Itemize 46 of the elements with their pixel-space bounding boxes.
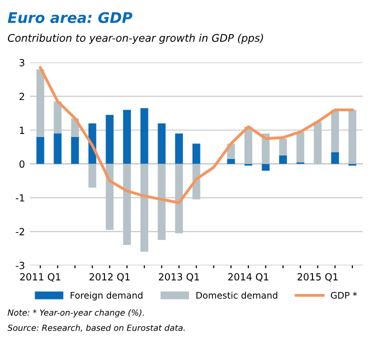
source-note: Source: Research, based on Eurostat data.: [8, 324, 185, 332]
bar: [331, 110, 339, 152]
bar: [158, 164, 166, 240]
x-tick-label: 2013 Q1: [158, 273, 199, 282]
bar: [262, 164, 270, 171]
legend-label: Foreign demand: [70, 292, 142, 300]
bar: [158, 123, 166, 164]
bar: [279, 138, 287, 156]
bar: [314, 122, 322, 164]
y-tick-label: -3: [16, 262, 24, 270]
bar: [36, 136, 44, 164]
text: Note: * Year-on-year change (%).: [8, 309, 144, 318]
bar: [88, 164, 96, 188]
bar: [140, 164, 148, 252]
bar: [227, 158, 235, 164]
x-tick-label: 2012 Q1: [90, 273, 130, 282]
bar: [348, 110, 356, 164]
chart-title: Euro area: GDP: [8, 12, 132, 24]
bar: [140, 108, 148, 164]
bar: [279, 155, 287, 164]
bar: [71, 136, 79, 164]
bar: [296, 132, 304, 162]
legend-label: Domestic demand: [196, 292, 278, 299]
y-tick-label: -2: [16, 228, 24, 236]
x-tick-label: 2014 Q1: [228, 273, 268, 282]
chart-subtitle: Contribution to year-on-year growth in GDP (pps): [8, 34, 263, 44]
y-tick-label: 3: [20, 59, 24, 66]
line-series: [38, 66, 354, 204]
x-tick-label: 2011 Q1: [20, 273, 60, 282]
bar: [54, 134, 62, 164]
bar: [54, 101, 62, 134]
bar: [175, 134, 183, 164]
y-tick-label: -1: [16, 194, 24, 202]
y-tick-label: 1: [20, 126, 24, 134]
bar: [331, 152, 339, 164]
bar: [36, 69, 44, 137]
bar: [244, 126, 252, 164]
bar: [106, 114, 114, 164]
y-tick-label: 2: [20, 92, 24, 100]
bar: [123, 164, 131, 246]
x-tick-label: 2015 Q1: [298, 273, 338, 282]
bar: [175, 164, 183, 234]
bar: [123, 110, 131, 164]
legend-label: GDP *: [330, 292, 357, 299]
bar: [192, 144, 200, 164]
y-tick-label: 0: [20, 160, 24, 168]
